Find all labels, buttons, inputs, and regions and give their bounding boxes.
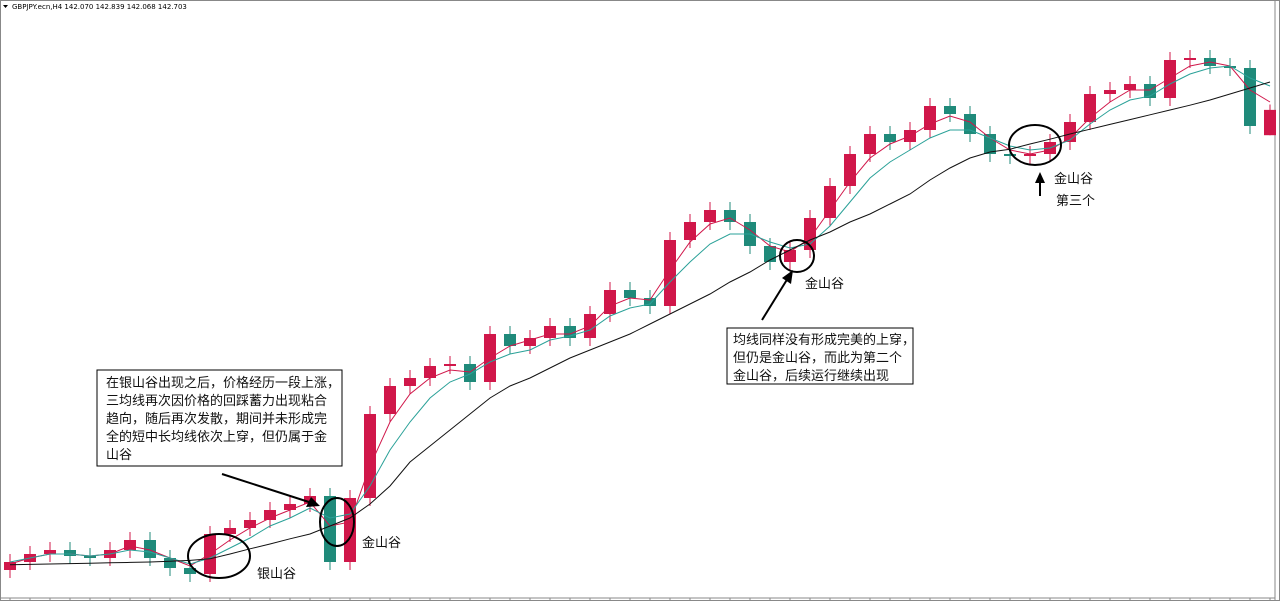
circle <box>779 239 815 273</box>
label: 第三个 <box>1056 194 1095 209</box>
candle-body <box>1024 154 1036 156</box>
candle-body <box>524 338 536 346</box>
candle-body <box>64 550 76 556</box>
candle-body <box>864 134 876 154</box>
candle-body <box>944 106 956 114</box>
annotations: 银山谷 金山谷 金山谷 金山谷 第三个 在银山谷出现之后，价格经历一段上涨， 三… <box>96 124 1095 582</box>
chart-title: GBPJPY.ecn,H4 142.070 142.839 142.068 14… <box>12 3 187 11</box>
arrow-head <box>306 497 320 507</box>
candle-body <box>844 154 856 186</box>
candle-body <box>124 540 136 550</box>
candle-body <box>644 298 656 306</box>
circle <box>187 533 251 579</box>
candle-body <box>1064 122 1076 142</box>
note-line: 趋向，随后再次发散，期间并未形成完 <box>106 411 327 427</box>
candle-body <box>244 520 256 528</box>
candle-body <box>144 540 156 558</box>
menu-icon <box>3 5 8 8</box>
candle-body <box>1004 154 1016 156</box>
candle-body <box>684 222 696 240</box>
candle-body <box>424 366 436 378</box>
candle-body <box>384 386 396 414</box>
candle-body <box>464 364 476 382</box>
note-line: 但仍是金山谷，而此为第二个 <box>733 350 902 366</box>
candle-body <box>1264 109 1276 136</box>
label: 金山谷 <box>805 276 844 292</box>
candle-body <box>324 496 336 562</box>
label: 银山谷 <box>257 567 296 582</box>
candle-body <box>964 114 976 134</box>
candle-body <box>1184 58 1196 60</box>
arrow <box>761 277 789 321</box>
candle-body <box>84 556 96 558</box>
candle-body <box>704 210 716 222</box>
label: 金山谷 <box>1054 171 1093 187</box>
candle-body <box>504 334 516 346</box>
note-line: 三均线再次因价格的回踩蓄力出现粘合 <box>106 393 327 409</box>
candle-body <box>1244 68 1256 126</box>
candle-body <box>884 134 896 142</box>
candle-body <box>824 186 836 218</box>
candle-body <box>184 568 196 574</box>
note-line: 金山谷，后续运行继续出现 <box>733 368 889 384</box>
candle-body <box>544 326 556 338</box>
candle-body <box>164 558 176 568</box>
arrow <box>221 473 313 504</box>
candle-body <box>1124 84 1136 90</box>
candle-body <box>1224 66 1236 68</box>
candle-body <box>444 364 456 366</box>
note-line: 均线同样没有形成完美的上穿， <box>733 332 915 348</box>
note-line: 在银山谷出现之后，价格经历一段上涨， <box>106 375 340 391</box>
plot <box>4 50 1276 601</box>
candle-body <box>924 106 936 130</box>
candle-body <box>664 240 676 306</box>
candle-body <box>264 510 276 520</box>
candle-body <box>44 550 56 554</box>
circle <box>319 497 355 547</box>
moving-average-line <box>9 81 1271 566</box>
note-line: 全的短中长均线依次上穿，但仍属于金 <box>106 429 327 445</box>
note-line: 山谷 <box>106 448 132 463</box>
arrow-head <box>782 270 793 284</box>
candle-body <box>784 250 796 262</box>
candle-body <box>404 378 416 386</box>
candle-body <box>1164 60 1176 98</box>
candle-body <box>224 528 236 534</box>
circle <box>1008 124 1062 166</box>
candle-body <box>604 290 616 314</box>
candle-body <box>1104 90 1116 94</box>
note-box <box>96 369 343 467</box>
candle-body <box>364 414 376 498</box>
candle-body <box>4 562 16 570</box>
arrow-head <box>1035 172 1045 183</box>
label: 金山谷 <box>362 535 401 551</box>
candle-body <box>284 504 296 510</box>
note-box <box>726 327 914 385</box>
candle-body <box>624 290 636 298</box>
